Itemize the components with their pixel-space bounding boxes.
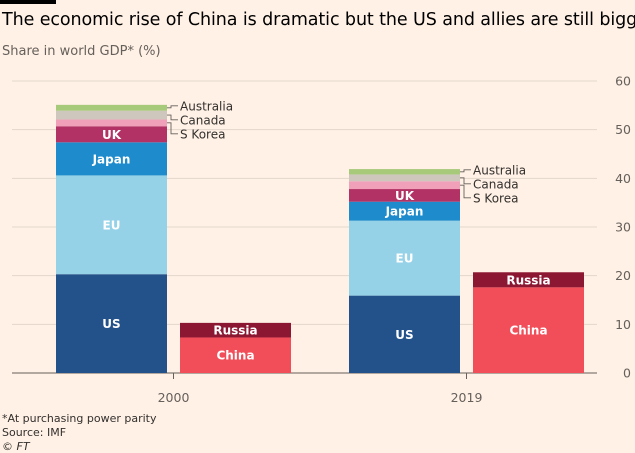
y-tick-label: 30 bbox=[615, 220, 631, 235]
brand-bar bbox=[0, 0, 56, 4]
callout-label-australia: Australia bbox=[180, 99, 233, 113]
source-note: Source: IMF bbox=[2, 426, 67, 439]
callout-label-canada: Canada bbox=[473, 177, 519, 191]
bar-segment-china bbox=[180, 337, 291, 373]
chart-subtitle: Share in world GDP* (%) bbox=[2, 44, 161, 59]
bar-label-japan: Japan bbox=[385, 205, 424, 219]
bar-label-uk: UK bbox=[102, 128, 122, 142]
callout-line-australia bbox=[167, 105, 178, 109]
footnote: *At purchasing power parity bbox=[2, 412, 157, 425]
bar-label-eu: EU bbox=[396, 252, 414, 266]
bar-segment-s-korea bbox=[349, 181, 460, 190]
bar-label-eu: EU bbox=[103, 218, 121, 232]
bar-segment-australia bbox=[56, 104, 167, 111]
bar-label-japan: Japan bbox=[92, 152, 131, 166]
credit: © FT bbox=[2, 440, 30, 453]
callout-line-s-korea bbox=[167, 122, 178, 135]
bar-segment-russia bbox=[473, 272, 584, 288]
chart-title: The economic rise of China is dramatic b… bbox=[2, 10, 635, 30]
bar-label-us: US bbox=[395, 328, 413, 342]
callout-line-canada bbox=[167, 114, 178, 121]
bar-label-uk: UK bbox=[395, 189, 415, 203]
bar-segment-eu bbox=[56, 175, 167, 275]
bar-segment-s-korea bbox=[56, 119, 167, 127]
bar-label-russia: Russia bbox=[213, 324, 257, 338]
bar-segment-uk bbox=[56, 126, 167, 143]
x-tick-label: 2000 bbox=[158, 390, 190, 405]
callout-line-s-korea bbox=[460, 184, 471, 199]
bar-segment-us bbox=[349, 295, 460, 373]
y-tick-label: 10 bbox=[615, 317, 631, 332]
bar-segment-canada bbox=[56, 110, 167, 120]
bar-label-china: China bbox=[216, 349, 254, 363]
bar-segment-us bbox=[56, 274, 167, 373]
callout-label-australia: Australia bbox=[473, 163, 526, 177]
callout-label-s-korea: S Korea bbox=[473, 191, 518, 205]
y-tick-label: 20 bbox=[615, 268, 631, 283]
callout-line-australia bbox=[460, 169, 471, 173]
callout-line-canada bbox=[460, 177, 471, 185]
bar-segment-canada bbox=[349, 174, 460, 182]
bar-segment-uk bbox=[349, 189, 460, 202]
bar-label-us: US bbox=[102, 317, 120, 331]
callout-label-canada: Canada bbox=[180, 113, 226, 127]
y-tick-label: 60 bbox=[615, 74, 631, 89]
bar-label-russia: Russia bbox=[506, 273, 550, 287]
x-tick-label: 2019 bbox=[451, 390, 483, 405]
y-tick-label: 0 bbox=[623, 366, 631, 381]
y-tick-label: 40 bbox=[615, 171, 631, 186]
callout-label-s-korea: S Korea bbox=[180, 127, 225, 141]
bar-segment-japan bbox=[349, 201, 460, 221]
bar-segment-australia bbox=[349, 169, 460, 175]
bar-segment-china bbox=[473, 287, 584, 373]
y-tick-label: 50 bbox=[615, 122, 631, 137]
bar-segment-japan bbox=[56, 142, 167, 176]
bar-segment-eu bbox=[349, 220, 460, 296]
bar-segment-russia bbox=[180, 322, 291, 338]
bar-label-china: China bbox=[509, 324, 547, 338]
